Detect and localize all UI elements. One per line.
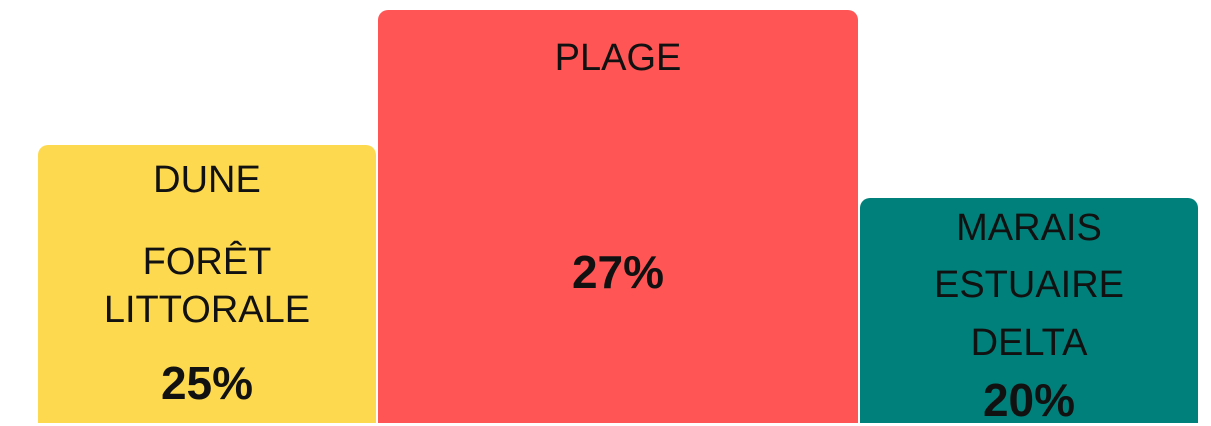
box-percent: 25% (160, 357, 254, 409)
box-label: DUNE (153, 159, 261, 201)
box-label: MARAIS (956, 207, 1102, 249)
box-percent: 20% (982, 374, 1076, 426)
box-percent: 27% (571, 246, 665, 298)
box-dune: DUNE FORÊT LITTORALE 25% (38, 145, 376, 423)
box-plage: PLAGE 27% (378, 10, 858, 423)
box-label: FORÊT (142, 241, 272, 283)
box-label: PLAGE (554, 37, 682, 79)
box-label: DELTA (970, 322, 1088, 364)
box-marais: MARAIS ESTUAIRE DELTA 20% (860, 198, 1198, 423)
box-label: LITTORALE (103, 289, 311, 331)
box-label: ESTUAIRE (933, 264, 1125, 306)
